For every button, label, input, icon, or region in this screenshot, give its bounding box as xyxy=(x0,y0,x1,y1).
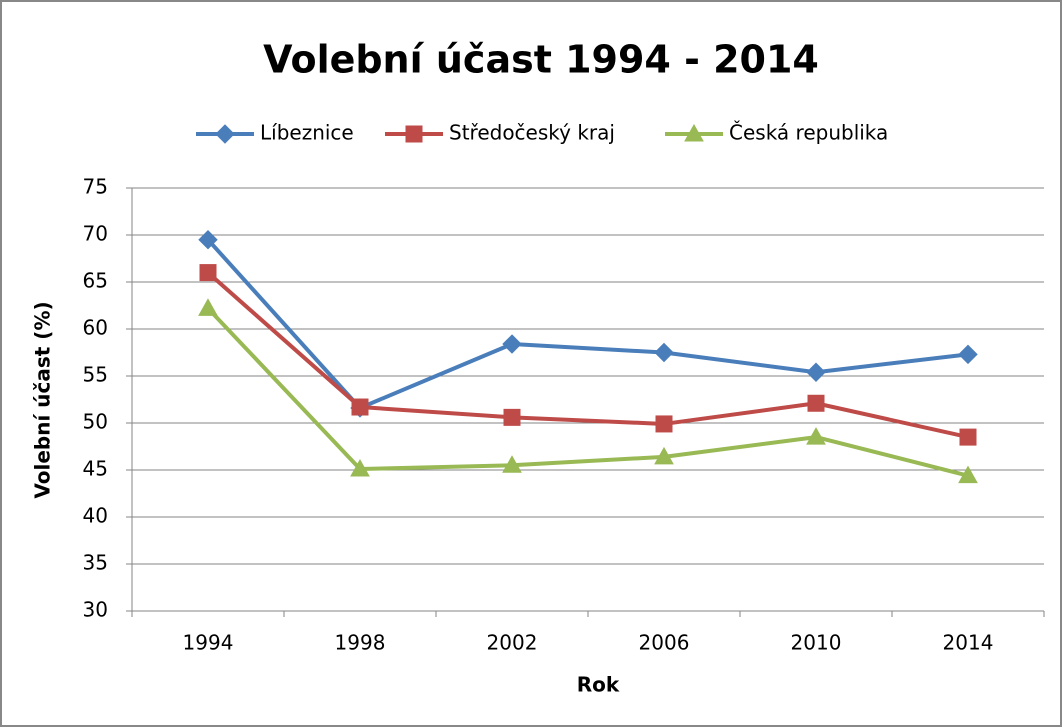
y-tick-label: 60 xyxy=(83,316,108,340)
x-axis-label: Rok xyxy=(577,673,620,697)
data-point xyxy=(198,298,218,316)
data-point xyxy=(655,415,673,433)
y-tick-label: 35 xyxy=(83,551,108,575)
x-tick-label: 2006 xyxy=(639,631,690,655)
legend-label: Středočeský kraj xyxy=(449,121,615,145)
data-point xyxy=(807,394,825,412)
data-point xyxy=(351,398,369,416)
chart-title: Volební účast 1994 - 2014 xyxy=(263,38,819,82)
data-point xyxy=(199,264,217,282)
data-point xyxy=(198,229,218,250)
y-tick-label: 30 xyxy=(83,598,108,622)
y-tick-label: 50 xyxy=(83,410,108,434)
series-line xyxy=(206,238,969,410)
y-tick-label: 75 xyxy=(83,175,108,199)
x-tick-label: 2010 xyxy=(791,631,842,655)
legend-marker xyxy=(215,124,235,144)
data-point xyxy=(502,334,522,354)
x-tick-label: 1994 xyxy=(183,631,234,655)
legend-label: Česká republika xyxy=(729,121,888,145)
data-point xyxy=(503,408,521,426)
x-tick-label: 1998 xyxy=(335,631,386,655)
x-tick-label: 2014 xyxy=(943,631,994,655)
y-tick-label: 40 xyxy=(83,504,108,528)
data-point xyxy=(806,427,826,445)
data-point xyxy=(502,455,522,473)
data-point xyxy=(350,459,370,477)
y-tick-label: 55 xyxy=(83,363,108,387)
y-tick-label: 70 xyxy=(83,222,108,246)
data-point xyxy=(958,465,978,484)
y-tick-label: 45 xyxy=(83,457,108,481)
y-tick-label: 65 xyxy=(83,269,108,293)
data-point xyxy=(806,362,826,382)
data-point xyxy=(959,428,977,446)
y-axis-label: Volební účast (%) xyxy=(31,301,55,498)
legend-label: Líbeznice xyxy=(260,121,354,145)
series-line xyxy=(206,306,969,478)
data-point xyxy=(654,446,674,465)
x-tick-label: 2002 xyxy=(487,631,538,655)
data-point xyxy=(654,342,674,363)
series-line xyxy=(206,271,969,440)
legend-marker xyxy=(684,123,704,142)
legend-marker xyxy=(405,125,423,143)
data-point xyxy=(958,344,978,365)
